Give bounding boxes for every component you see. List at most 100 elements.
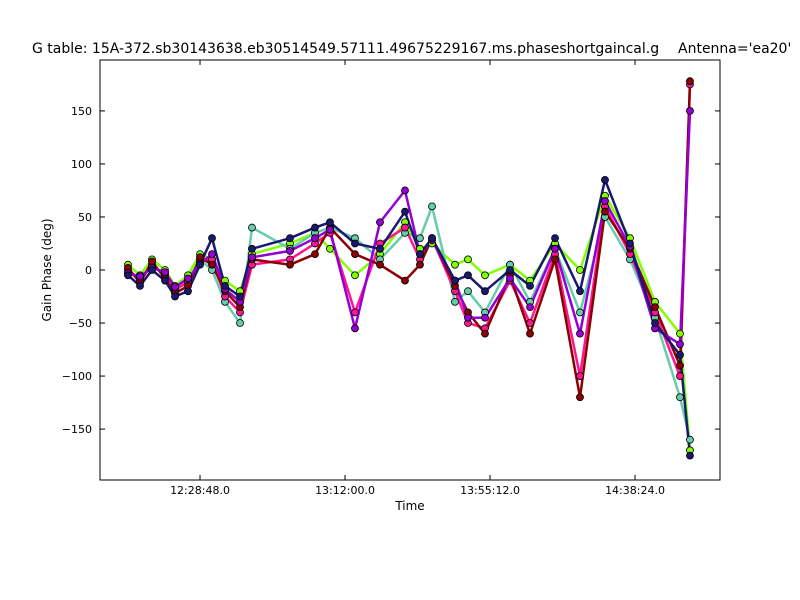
data-point [506, 266, 514, 274]
data-point [148, 266, 156, 274]
data-point [351, 308, 359, 317]
data-point [481, 329, 489, 338]
data-point [248, 223, 256, 232]
data-point [676, 372, 684, 380]
data-point [184, 274, 192, 283]
data-point [236, 319, 244, 327]
data-point [136, 282, 144, 290]
y-tick-label: −150 [62, 423, 92, 436]
data-point [601, 175, 609, 184]
data-point [326, 225, 334, 234]
data-point [311, 223, 319, 232]
plot-area: −150 −100 −50 0 50 100 150 12:28:48.0 13:12:00.0… [62, 59, 721, 497]
data-point [464, 255, 472, 264]
data-point [626, 239, 634, 248]
data-point [551, 244, 559, 253]
x-tick-label: 13:55:12.0 [460, 484, 520, 497]
y-tick-label: −50 [69, 317, 92, 330]
data-point [464, 287, 472, 296]
data-point [351, 324, 359, 333]
data-point [451, 260, 459, 269]
data-point [576, 266, 584, 274]
data-point [451, 297, 459, 306]
chart-title: G table: 15A-372.sb30143638.eb30514549.5… [32, 41, 659, 57]
data-point [464, 313, 472, 322]
data-point [311, 234, 319, 243]
data-point [551, 255, 559, 264]
data-point [576, 372, 584, 380]
data-point [136, 272, 144, 281]
data-point [481, 271, 489, 280]
data-point [326, 218, 334, 227]
data-point [171, 283, 179, 291]
data-point [248, 253, 256, 262]
data-point [161, 268, 169, 277]
data-point [196, 260, 204, 269]
data-point [576, 308, 584, 317]
data-point [576, 329, 584, 338]
data-point [248, 244, 256, 253]
data-point [676, 350, 684, 359]
x-tick-label: 13:12:00.0 [315, 484, 375, 497]
y-axis-label: Gain Phase (deg) [40, 218, 54, 321]
data-point [184, 287, 192, 296]
data-point [401, 186, 409, 195]
data-point [676, 329, 684, 338]
data-point [351, 239, 359, 248]
data-point [676, 340, 684, 349]
data-point [526, 329, 534, 338]
antenna-label: Antenna='ea20' [678, 41, 791, 57]
data-point [221, 282, 229, 290]
y-tick-label: 0 [85, 264, 92, 277]
data-point [428, 234, 436, 243]
y-tick-label: 150 [71, 105, 92, 118]
data-point [451, 276, 459, 285]
data-point [676, 393, 684, 402]
data-point [208, 234, 216, 243]
data-point [416, 234, 424, 243]
data-point [161, 276, 169, 285]
data-point [286, 247, 294, 255]
data-point [576, 393, 584, 402]
data-point [376, 218, 384, 227]
data-point [351, 271, 359, 280]
data-point [676, 361, 684, 370]
data-point [686, 77, 694, 86]
data-point [526, 303, 534, 312]
x-tick-label: 12:28:48.0 [170, 484, 230, 497]
data-point [124, 271, 132, 280]
data-point [208, 260, 216, 269]
data-point [401, 207, 409, 216]
data-point [376, 244, 384, 253]
data-point [464, 271, 472, 280]
x-axis-label: Time [394, 499, 424, 513]
data-point [686, 107, 694, 115]
y-tick-label: 100 [71, 158, 92, 171]
data-point [401, 276, 409, 285]
data-point [376, 260, 384, 269]
data-point [286, 234, 294, 243]
x-tick-label: 14:38:24.0 [605, 484, 665, 497]
data-point [481, 287, 489, 296]
data-point [601, 197, 609, 205]
data-point [651, 319, 659, 327]
data-point [686, 435, 694, 444]
data-point [401, 223, 409, 232]
data-point [196, 253, 204, 262]
data-point [311, 250, 319, 258]
data-point [526, 282, 534, 290]
data-point [481, 313, 489, 322]
data-point [326, 244, 334, 253]
data-point [428, 202, 436, 211]
data-point [551, 234, 559, 243]
data-point [286, 260, 294, 269]
data-point [148, 257, 156, 266]
data-point [171, 292, 179, 301]
data-point [416, 260, 424, 269]
data-point [416, 250, 424, 258]
data-point [526, 319, 534, 327]
data-point [351, 250, 359, 258]
data-point [651, 303, 659, 312]
